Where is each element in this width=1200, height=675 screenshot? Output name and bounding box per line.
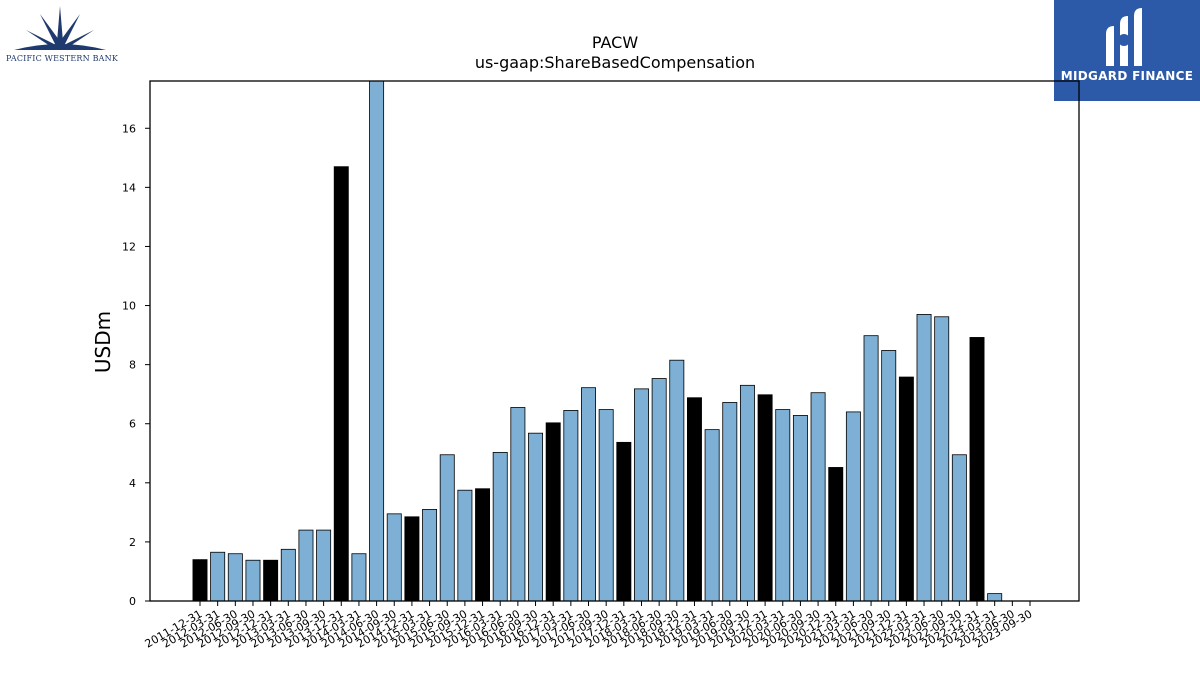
- midgard-finance-logo: MIDGARD FINANCE: [1054, 0, 1200, 101]
- y-tick-label-14: 14: [122, 181, 136, 194]
- y-axis: 0 2 4 6 8 10 12 14 16: [122, 122, 150, 608]
- right-logo-text: MIDGARD FINANCE: [1060, 69, 1194, 83]
- bar-2014-03-31: [351, 553, 367, 602]
- bar-2015-06-30: [439, 454, 455, 602]
- bar-2019-06-30: [722, 402, 738, 602]
- pacific-western-bank-logo: PACIFIC WESTERN BANK: [4, 4, 118, 66]
- bar-2014-12-31: [404, 516, 420, 602]
- bar-2016-09-30: [528, 432, 543, 602]
- bar-2017-12-31: [616, 441, 632, 602]
- bar-2013-09-30: [316, 529, 332, 602]
- bar-2021-06-30: [863, 335, 879, 602]
- bar-2018-06-30: [651, 378, 667, 602]
- plot-frame: [149, 80, 1080, 602]
- bar-2017-06-30: [581, 387, 596, 602]
- y-tick-label-16: 16: [122, 122, 136, 135]
- midgard-mark-icon: [1106, 8, 1142, 66]
- bar-2022-06-30: [934, 316, 950, 602]
- bar-2017-09-30: [598, 409, 614, 602]
- bar-2019-09-30: [739, 384, 755, 602]
- bar-2012-06-30: [227, 553, 243, 602]
- bar-2015-03-31: [422, 509, 438, 602]
- bar-2020-09-30: [810, 392, 826, 602]
- bar-2022-12-31: [969, 337, 985, 602]
- bar-2012-09-30: [245, 559, 261, 602]
- bar-2023-03-31: [987, 593, 1003, 602]
- bar-2014-09-30: [386, 513, 402, 602]
- bar-2020-03-31: [775, 409, 791, 602]
- bar-2021-03-31: [845, 411, 861, 602]
- bar-2021-12-31: [898, 376, 914, 602]
- left-logo-text: PACIFIC WESTERN BANK: [6, 54, 118, 63]
- bar-2014-06-30: [369, 80, 385, 602]
- sunburst-icon: [14, 6, 106, 50]
- y-axis-label: USDm: [91, 311, 115, 373]
- bar-2016-06-30: [510, 407, 526, 602]
- x-axis: 2011-12-312012-03-312012-06-302012-09-30…: [143, 601, 1035, 651]
- bar-2013-12-31: [333, 166, 349, 602]
- y-tick-label-4: 4: [129, 477, 136, 490]
- bar-2016-12-31: [545, 422, 561, 602]
- bar-2018-12-31: [687, 397, 702, 602]
- bar-2022-03-31: [916, 314, 932, 602]
- bar-2018-03-31: [634, 388, 649, 602]
- bar-2011-12-31: [192, 559, 208, 602]
- bar-2020-06-30: [792, 415, 808, 602]
- bar-2013-03-31: [280, 548, 296, 602]
- y-tick-label-8: 8: [129, 359, 136, 372]
- bar-2021-09-30: [881, 350, 897, 602]
- bar-2016-03-31: [492, 451, 508, 602]
- bar-2020-12-31: [828, 467, 844, 602]
- bar-2012-12-31: [263, 559, 279, 602]
- bar-2017-03-31: [563, 410, 579, 602]
- bar-2015-09-30: [457, 489, 473, 602]
- y-tick-label-10: 10: [122, 300, 136, 313]
- bar-2019-03-31: [704, 429, 720, 602]
- y-tick-label-0: 0: [129, 595, 136, 608]
- chart-title: PACW: [592, 33, 638, 52]
- y-tick-label-6: 6: [129, 418, 136, 431]
- bar-2022-09-30: [951, 454, 967, 602]
- bars-layer: [192, 80, 1003, 602]
- bar-2018-09-30: [669, 359, 685, 602]
- chart-subtitle: us-gaap:ShareBasedCompensation: [475, 53, 755, 72]
- bar-2012-03-31: [210, 551, 226, 602]
- bar-2019-12-31: [757, 394, 773, 602]
- y-tick-label-12: 12: [122, 240, 136, 253]
- y-tick-label-2: 2: [129, 536, 136, 549]
- bar-2013-06-30: [298, 529, 314, 602]
- bar-2015-12-31: [475, 488, 491, 602]
